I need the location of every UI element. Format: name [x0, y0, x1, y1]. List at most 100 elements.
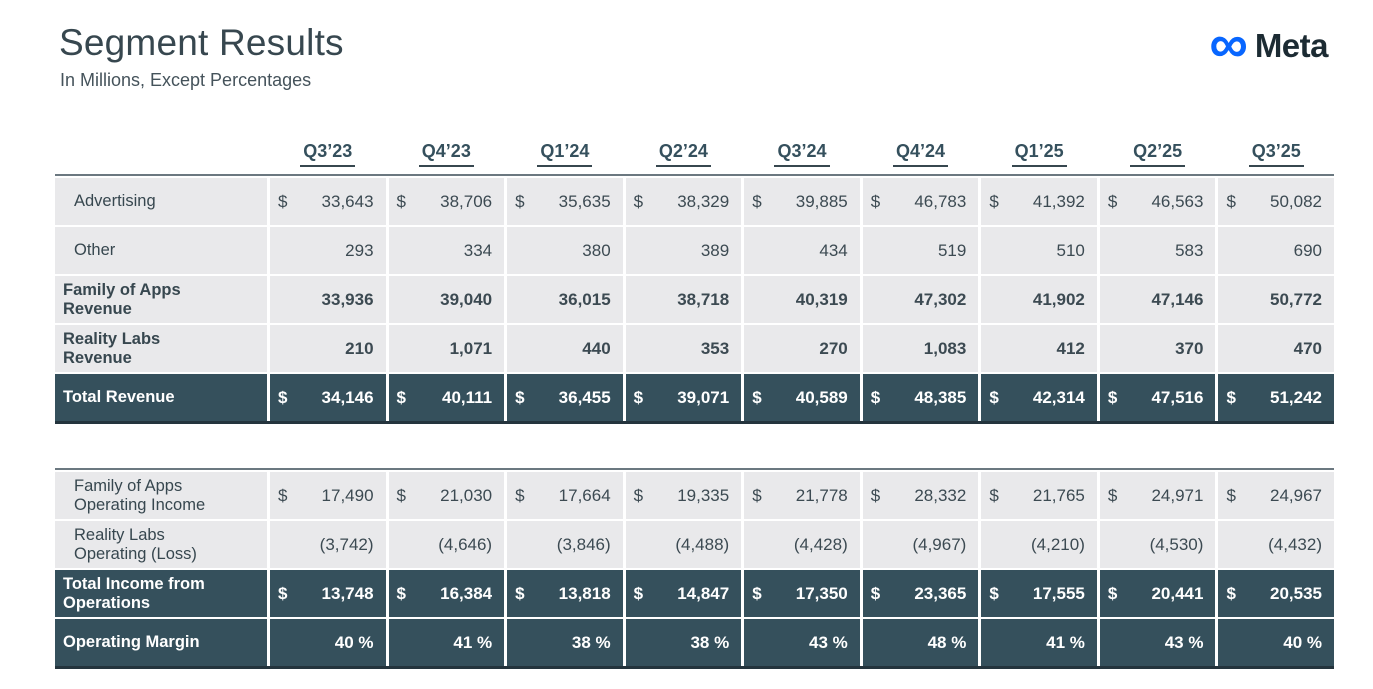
cell-value: 412 [1056, 338, 1085, 358]
dollar-sign: $ [752, 583, 762, 603]
dollar-sign: $ [515, 387, 525, 407]
cell-value: 14,847 [677, 583, 730, 603]
cell-value: 293 [345, 240, 374, 260]
cell-value: 434 [819, 240, 848, 260]
cell-value: 33,643 [321, 191, 374, 211]
cell-value: 510 [1056, 240, 1085, 260]
value-cell: (3,742) [270, 521, 386, 568]
cell-value: 48,385 [914, 387, 967, 407]
value-cell: 43 % [1099, 619, 1216, 666]
cell-value: (4,488) [675, 534, 730, 554]
dollar-sign: $ [752, 387, 762, 407]
cell-value: 334 [463, 240, 493, 260]
row-label: Total Revenue [55, 374, 267, 421]
value-cell: 690 [1218, 227, 1334, 274]
value-cell: 41 % [981, 619, 1097, 666]
value-cell: 40 % [270, 619, 386, 666]
cell-value: 270 [819, 338, 848, 358]
cell-value: 46,563 [1151, 191, 1204, 211]
cell-value: (4,428) [793, 534, 848, 554]
page-title: Segment Results [59, 22, 344, 63]
cell-value: 46,783 [914, 191, 967, 211]
value-cell: 583 [1099, 227, 1216, 274]
dollar-sign: $ [1107, 485, 1118, 505]
cell-value: 50,082 [1270, 191, 1322, 211]
value-cell: $20,441 [1099, 570, 1216, 617]
value-cell: 38 % [507, 619, 623, 666]
table-row: Reality Labs Operating (Loss) (3,742) (4,6… [55, 521, 1334, 568]
operating-table: Family of Apps Operating Income $17,490 $2… [55, 468, 1334, 669]
dollar-sign: $ [870, 485, 881, 505]
dollar-sign: $ [396, 387, 407, 407]
cell-value: 13,748 [321, 583, 374, 603]
cell-value: 38 % [690, 632, 730, 652]
cell-value: 19,335 [677, 485, 730, 505]
cell-value: 20,441 [1151, 583, 1204, 603]
quarter-header: Q3’23 [270, 138, 386, 167]
cell-value: 51,242 [1270, 387, 1322, 407]
value-cell: (4,646) [388, 521, 505, 568]
dollar-sign: $ [633, 583, 644, 603]
value-cell: 40,319 [744, 276, 860, 323]
value-cell: $21,765 [981, 472, 1097, 519]
cell-value: 40,589 [795, 387, 848, 407]
value-cell: 270 [744, 325, 860, 372]
cell-value: 17,664 [558, 485, 611, 505]
cell-value: 24,971 [1151, 485, 1204, 505]
value-cell: $35,635 [507, 178, 623, 225]
value-cell: 334 [388, 227, 505, 274]
cell-value: 42,314 [1032, 387, 1085, 407]
cell-value: 440 [582, 338, 611, 358]
cell-value: 40 % [334, 632, 374, 652]
value-cell: (4,210) [981, 521, 1097, 568]
value-cell: 1,083 [862, 325, 979, 372]
table-row: Operating Margin 40 % 41 % 38 % 38 % 43 % 48 %… [55, 619, 1334, 666]
cell-value: 43 % [1164, 632, 1204, 652]
value-cell: $39,071 [625, 374, 742, 421]
value-cell: 210 [270, 325, 386, 372]
quarter-header-row: Q3’23 Q4’23 Q1’24 Q2’24 Q3’24 Q4’24 Q1’25 Q2’25… [55, 138, 1334, 167]
cell-value: 1,083 [923, 338, 967, 358]
table-row: Total Revenue $34,146 $40,111 $36,455 $39,07… [55, 374, 1334, 421]
dollar-sign: $ [396, 191, 407, 211]
quarter-header-label: Q1’24 [537, 141, 593, 167]
value-cell: $16,384 [388, 570, 505, 617]
cell-value: 39,071 [677, 387, 730, 407]
dollar-sign: $ [278, 191, 288, 211]
cell-value: 33,936 [321, 289, 374, 309]
cell-value: 16,384 [440, 583, 493, 603]
cell-value: 36,455 [558, 387, 611, 407]
cell-value: 23,365 [914, 583, 967, 603]
value-cell: $17,350 [744, 570, 860, 617]
dollar-sign: $ [278, 485, 288, 505]
value-cell: $38,329 [625, 178, 742, 225]
cell-value: 35,635 [558, 191, 611, 211]
dollar-sign: $ [1226, 485, 1236, 505]
value-cell: 47,302 [862, 276, 979, 323]
value-cell: 43 % [744, 619, 860, 666]
dollar-sign: $ [989, 485, 999, 505]
value-cell: $38,706 [388, 178, 505, 225]
quarter-header-label: Q1’25 [1011, 141, 1067, 167]
cell-value: (4,210) [1031, 534, 1085, 554]
cell-value: 34,146 [321, 387, 374, 407]
dollar-sign: $ [1226, 191, 1236, 211]
dollar-sign: $ [989, 583, 999, 603]
value-cell: 434 [744, 227, 860, 274]
value-cell: (4,428) [744, 521, 860, 568]
value-cell: 40 % [1218, 619, 1334, 666]
row-label: Reality Labs Revenue [55, 325, 267, 372]
value-cell: $17,555 [981, 570, 1097, 617]
quarter-header: Q1’25 [981, 138, 1097, 167]
quarter-header-label: Q4’23 [418, 141, 474, 167]
value-cell: 412 [981, 325, 1097, 372]
value-cell: $24,967 [1218, 472, 1334, 519]
page-subtitle: In Millions, Except Percentages [60, 70, 312, 90]
dollar-sign: $ [515, 583, 525, 603]
cell-value: (4,530) [1149, 534, 1204, 554]
cell-value: 13,818 [558, 583, 611, 603]
quarter-header: Q4’23 [389, 138, 505, 167]
value-cell: $14,847 [625, 570, 742, 617]
row-label: Operating Margin [55, 619, 267, 666]
dollar-sign: $ [396, 583, 407, 603]
